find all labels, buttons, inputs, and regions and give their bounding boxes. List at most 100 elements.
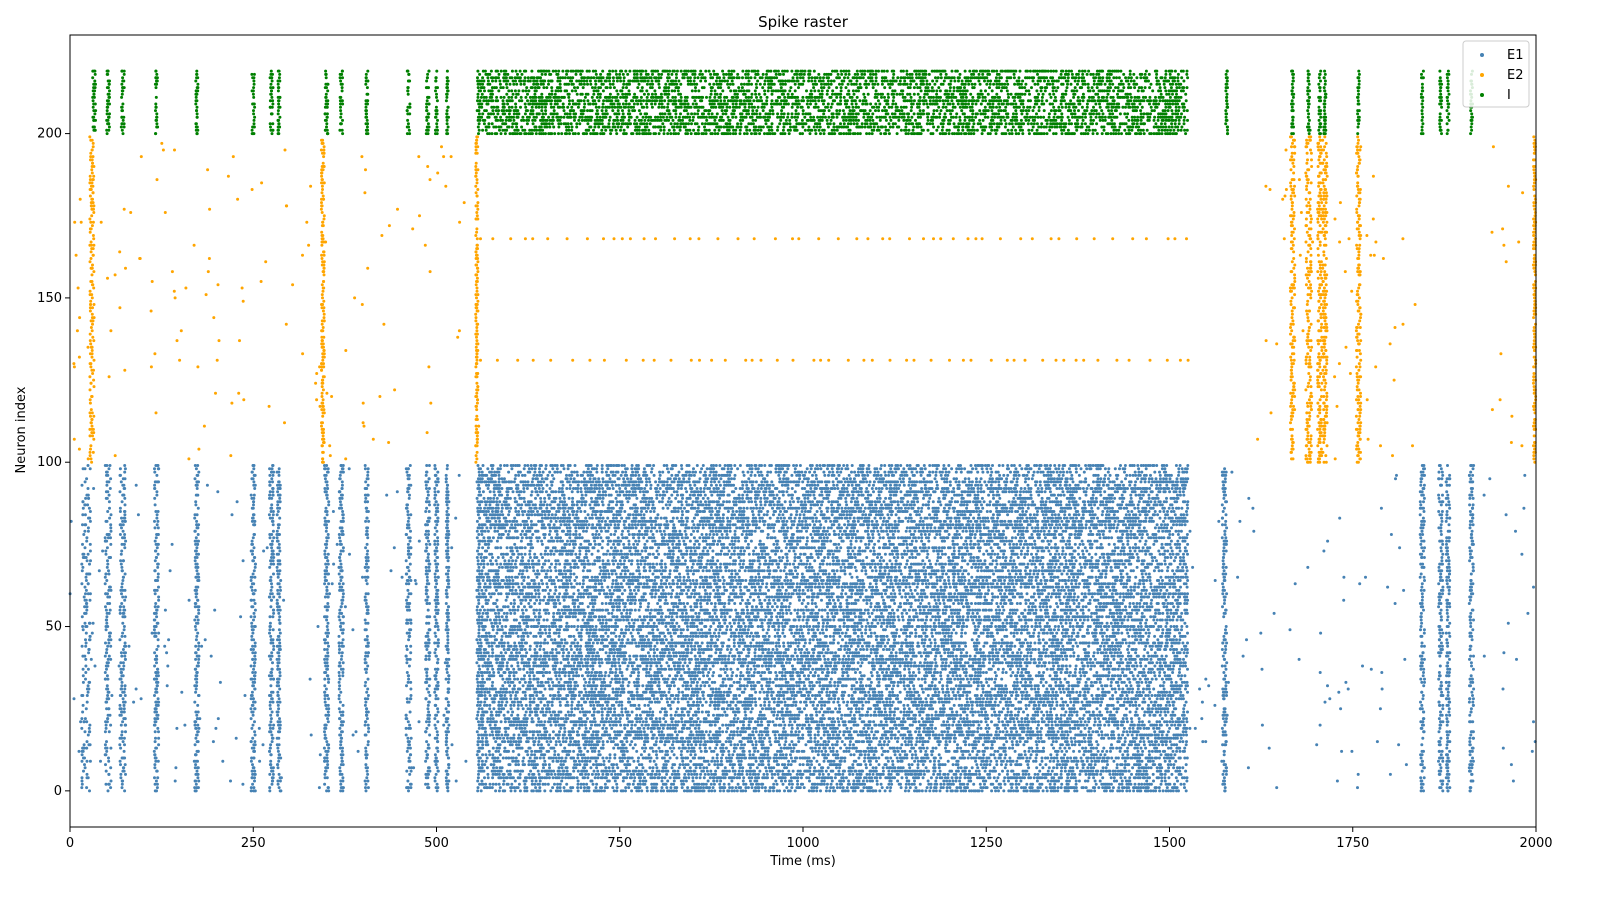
spike-point-e1 [849, 753, 853, 757]
spike-point-e1 [660, 779, 664, 783]
spike-point-e1 [1046, 756, 1050, 760]
spike-point-e1 [855, 772, 859, 776]
spike-point-e1 [788, 710, 792, 714]
spike-point-e1 [1029, 776, 1033, 780]
spike-point-e1 [1075, 789, 1079, 793]
spike-point-e1 [1022, 743, 1026, 747]
spike-point-e1 [789, 746, 793, 750]
spike-point-e1 [760, 720, 763, 724]
spike-point-e1 [1164, 743, 1168, 747]
spike-point-e1 [805, 776, 809, 780]
spike-point-e1 [679, 713, 683, 717]
spike-point-e1 [951, 782, 955, 786]
spike-point-e1 [1185, 720, 1189, 724]
spike-point-e1 [720, 756, 723, 760]
spike-point-e1 [1013, 736, 1017, 740]
spike-point-e1 [813, 736, 817, 740]
spike-point-e1 [655, 720, 659, 724]
spike-point-e1 [828, 789, 832, 793]
spike-point-e1 [691, 723, 695, 727]
spike-point-e1 [698, 743, 702, 747]
spike-point-e1 [918, 740, 922, 744]
spike-point-e1 [1092, 713, 1096, 717]
spike-point-e1 [725, 759, 729, 763]
spike-point-e1 [1055, 700, 1059, 704]
spike-point-e1 [1123, 740, 1127, 744]
spike-point-e1 [689, 730, 693, 734]
spike-point-e1 [802, 749, 806, 753]
spike-point-e1 [637, 769, 641, 773]
spike-point-e1 [1042, 740, 1046, 744]
spike-point-e1 [1158, 713, 1162, 717]
spike-point-e1 [784, 753, 788, 757]
spike-point-e1 [992, 707, 996, 711]
spike-point-e1 [750, 776, 754, 780]
spike-point-e1 [1027, 759, 1030, 763]
spike-point-e1 [743, 730, 747, 734]
spike-point-e1 [971, 700, 975, 704]
spike-point-e1 [606, 710, 610, 714]
spike-point-e1 [551, 730, 555, 734]
spike-point-e1 [1148, 776, 1151, 780]
spike-point-e1 [1076, 700, 1080, 704]
spike-point-e1 [1039, 736, 1043, 740]
spike-point-e1 [1055, 772, 1059, 776]
spike-point-e1 [1159, 710, 1163, 714]
spike-point-e1 [854, 730, 858, 734]
spike-point-e1 [849, 726, 853, 730]
spike-point-e1 [778, 743, 781, 747]
spike-point-e1 [1004, 733, 1008, 737]
spike-point-e1 [789, 756, 793, 760]
spike-point-e1 [889, 786, 893, 790]
spike-point-e1 [960, 730, 964, 734]
spike-point-e1 [956, 769, 960, 773]
spike-point-e1 [556, 782, 560, 786]
spike-point-e1 [606, 700, 610, 704]
spike-point-e1 [483, 726, 487, 730]
spike-point-e1 [1060, 749, 1064, 753]
spike-point-e1 [486, 717, 490, 721]
spike-point-e1 [844, 749, 848, 753]
spike-point-e1 [842, 779, 846, 783]
spike-point-e1 [1136, 730, 1140, 734]
spike-point-e1 [858, 717, 862, 721]
spike-point-e1 [1003, 726, 1007, 730]
spike-point-e1 [686, 763, 690, 767]
spike-point-e1 [549, 789, 553, 793]
spike-point-e1 [1015, 763, 1019, 767]
spike-point-e1 [966, 749, 970, 753]
spike-point-e1 [833, 789, 837, 793]
spike-point-e1 [1027, 749, 1031, 753]
spike-point-e1 [868, 779, 872, 783]
spike-point-e1 [1011, 769, 1015, 773]
spike-point-e1 [1026, 723, 1030, 727]
spike-point-e1 [723, 786, 727, 790]
spike-point-e1 [1151, 707, 1154, 711]
spike-point-e1 [689, 707, 693, 711]
spike-point-e1 [512, 723, 516, 727]
spike-point-e1 [1015, 717, 1019, 721]
spike-point-e1 [1066, 756, 1069, 760]
spike-point-e1 [848, 743, 852, 747]
spike-point-e1 [1091, 730, 1095, 734]
spike-point-e1 [1154, 786, 1158, 790]
spike-point-e1 [1048, 759, 1052, 763]
spike-point-e1 [893, 766, 897, 770]
spike-point-e1 [712, 749, 716, 753]
spike-point-e1 [917, 703, 921, 707]
spike-point-e1 [664, 720, 668, 724]
spike-point-e1 [1088, 717, 1092, 721]
spike-point-e1 [675, 736, 679, 740]
spike-point-e1 [561, 772, 565, 776]
spike-point-e1 [1055, 703, 1059, 707]
spike-point-e1 [932, 789, 936, 793]
spike-point-e1 [1184, 730, 1188, 734]
spike-point-e1 [845, 746, 849, 750]
spike-point-e1 [1184, 763, 1188, 767]
spike-point-e1 [729, 730, 733, 734]
spike-point-e1 [492, 766, 495, 770]
spike-point-e1 [724, 756, 728, 760]
spike-point-e1 [1169, 753, 1173, 757]
spike-point-e1 [574, 766, 578, 770]
spike-point-e1 [1137, 786, 1140, 790]
